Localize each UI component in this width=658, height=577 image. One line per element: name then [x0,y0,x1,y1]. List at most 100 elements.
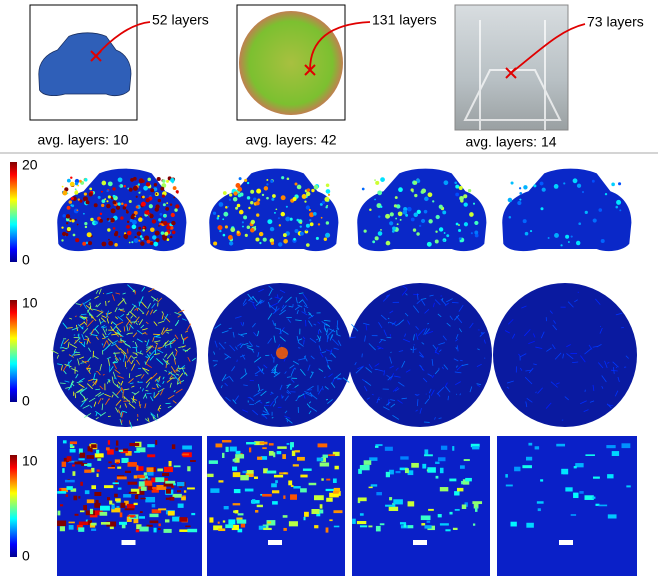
speckle [125,471,131,473]
speckle [424,454,433,456]
fiber [326,399,328,400]
speckle [380,523,385,525]
speckle [255,510,258,513]
speckle [155,207,159,211]
room-thumb [455,5,568,130]
speckle [333,478,337,483]
speckle [358,497,367,501]
speckle [61,226,63,228]
speckle [213,212,216,215]
speckle [318,223,320,225]
speckle [129,242,131,244]
speckle [452,446,454,451]
speckle [386,472,390,477]
speckle [267,219,272,224]
speckle [78,458,84,460]
speckle [235,207,238,210]
speckle [368,525,372,527]
speckle [90,509,93,514]
speckle [157,468,163,471]
speckle [160,213,163,216]
speckle [97,469,100,471]
speckle [306,205,310,209]
speckle [62,462,66,467]
speckle [397,223,399,225]
speckle [253,197,256,200]
speckle [554,233,559,238]
fiber [391,352,392,353]
speckle [223,212,228,217]
speckle [601,239,605,243]
white-spot [268,540,282,545]
speckle [427,467,435,472]
speckle [182,445,192,449]
speckle [326,479,330,481]
speckle [259,242,261,244]
speckle [313,212,317,216]
speckle [149,514,158,517]
speckle [217,217,220,220]
speckle [75,238,79,242]
speckle [159,223,161,225]
speckle [101,204,104,207]
speckle [622,443,631,448]
speckle [459,196,464,201]
speckle [267,521,271,523]
speckle [171,221,175,225]
speckle [262,494,272,497]
speckle [247,470,254,474]
speckle [283,233,287,237]
speckle [84,178,87,181]
speckle [598,208,602,212]
speckle [191,513,195,515]
speckle [116,206,120,210]
speckle [106,204,110,208]
speckle [158,218,161,221]
speckle [164,467,173,472]
speckle [411,463,419,468]
speckle [407,207,412,212]
speckle [107,218,110,221]
colorbar-max: 20 [22,157,38,173]
speckle [257,505,263,507]
speckle [320,463,329,467]
speckle [390,212,394,216]
speckle [326,489,335,491]
speckle [563,182,565,184]
speckle [86,200,90,204]
speckle [599,505,608,507]
speckle [134,215,136,217]
speckle [455,193,459,197]
speckle [283,515,288,518]
speckle [113,195,116,198]
speckle [79,200,82,203]
speckle [224,506,229,509]
speckle [128,482,138,485]
speckle [395,218,397,220]
speckle [138,217,143,222]
speckle [526,457,532,461]
speckle [112,187,115,190]
speckle [593,218,597,222]
speckle [134,475,137,478]
speckle [279,224,281,226]
speckle [139,481,145,486]
speckle [74,191,78,195]
speckle [457,488,463,492]
speckle [411,218,415,222]
speckle [538,508,541,511]
speckle [96,500,99,504]
speckle [166,180,169,183]
speckle [454,491,459,495]
speckle [277,446,286,449]
speckle [66,486,72,490]
speckle [435,462,439,464]
speckle [67,179,71,183]
speckle [611,183,615,187]
speckle [126,209,128,211]
speckle [218,528,225,531]
speckle [254,477,258,479]
speckle [443,240,445,242]
speckle [173,186,177,190]
speckle [150,520,159,523]
